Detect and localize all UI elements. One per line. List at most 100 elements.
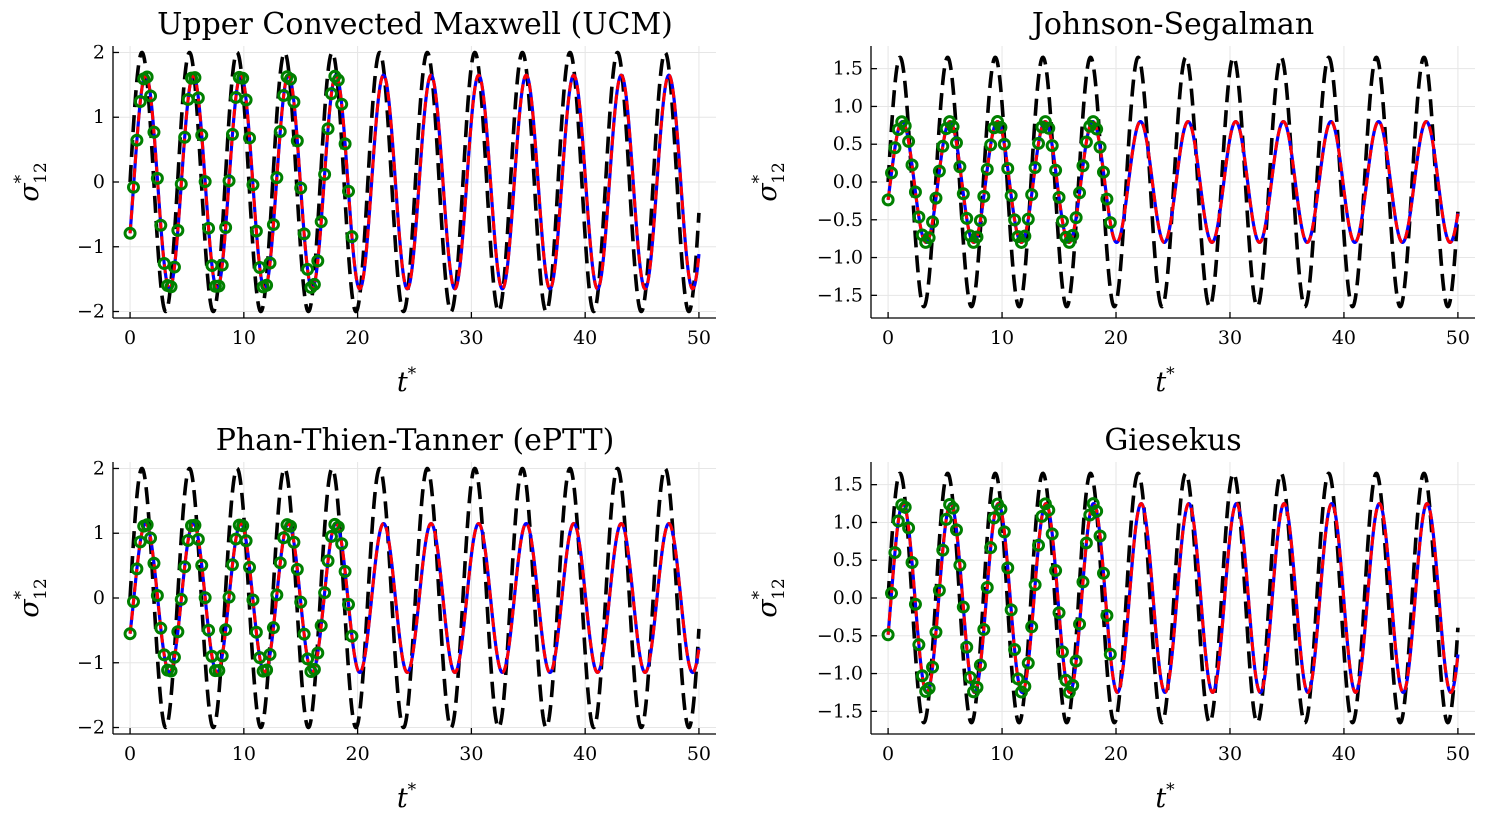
data-point [1001,561,1015,575]
data-point [926,660,940,674]
data-point [973,214,987,228]
data-point [1045,139,1059,153]
data-point [290,134,304,148]
data-point [1049,163,1063,177]
y-tick-label: 1.5 [833,58,863,80]
data-point [949,523,963,537]
data-point [970,680,984,694]
data-point [1066,228,1080,242]
data-point [977,189,991,203]
x-tick-label: 10 [232,327,256,349]
series-black-dashed [128,466,701,730]
data-point [898,500,912,514]
data-point [977,622,991,636]
data-point [1052,190,1066,204]
data-point [891,514,905,528]
data-point [202,623,216,637]
data-point [225,558,239,572]
data-point [314,619,328,633]
data-point [150,171,164,185]
data-point [171,625,185,639]
data-point [338,137,352,151]
data-point [338,564,352,578]
data-point [198,591,212,605]
data-point [1079,135,1093,149]
data-point [260,663,274,677]
data-point [126,180,140,194]
data-point [266,621,280,635]
x-tick-label: 20 [346,743,370,765]
x-tick-label: 50 [1446,743,1470,765]
data-point [311,646,325,660]
data-point [266,218,280,232]
data-point [215,258,229,272]
x-tick-label: 0 [124,327,136,349]
data-point [1096,165,1110,179]
data-point [133,95,147,109]
x-tick-label: 50 [1446,327,1470,349]
data-point [929,625,943,639]
y-tick-label: −0.5 [817,209,863,231]
y-tick-label: 1.0 [833,95,863,117]
chart-title: Johnson-Segalman [1029,7,1314,42]
plot-area [881,471,1460,725]
data-point [178,560,192,574]
data-point [1069,654,1083,668]
data-point [1042,121,1056,135]
data-point [926,215,940,229]
data-point [912,210,926,224]
data-point [1028,578,1042,592]
y-tick-label: −2 [77,301,105,323]
data-point [963,670,977,684]
data-point [311,254,325,268]
y-tick-label: 0.0 [833,171,863,193]
x-tick-label: 0 [124,743,136,765]
data-point [1100,608,1114,622]
data-point [219,623,233,637]
data-point [297,227,311,241]
data-point [885,166,899,180]
y-tick-label: −1.5 [817,700,863,722]
data-point [980,581,994,595]
data-point [1079,536,1093,550]
plot-area [881,55,1460,309]
data-point [994,120,1008,134]
x-tick-label: 30 [1218,743,1242,765]
data-point [936,543,950,557]
data-point [1103,216,1117,230]
data-point [147,556,161,570]
data-point [984,541,998,555]
y-tick-label: 2 [93,457,105,479]
data-point [885,586,899,600]
data-point [253,261,267,275]
series-green-circles [881,497,1117,699]
data-point [953,558,967,572]
data-point [902,134,916,148]
data-point [1018,229,1032,243]
data-point [1055,214,1069,228]
data-point [939,512,953,526]
data-point [202,221,216,235]
data-point [123,226,137,240]
data-point [318,586,332,600]
data-point [144,89,158,103]
data-point [191,91,205,105]
data-point [949,136,963,150]
data-point [277,531,291,545]
data-point [915,669,929,683]
x-tick-label: 0 [882,743,894,765]
y-tick-label: 0.5 [833,549,863,571]
data-point [178,130,192,144]
data-point [236,71,250,85]
y-axis-label: σ*12 [749,578,789,618]
data-point [960,211,974,225]
data-point [188,71,202,85]
data-point [212,279,226,293]
data-point [167,650,181,664]
data-point [1093,529,1107,543]
data-point [1042,503,1056,517]
data-point [270,171,284,185]
data-point [980,162,994,176]
data-point [260,278,274,292]
data-point [307,277,321,291]
